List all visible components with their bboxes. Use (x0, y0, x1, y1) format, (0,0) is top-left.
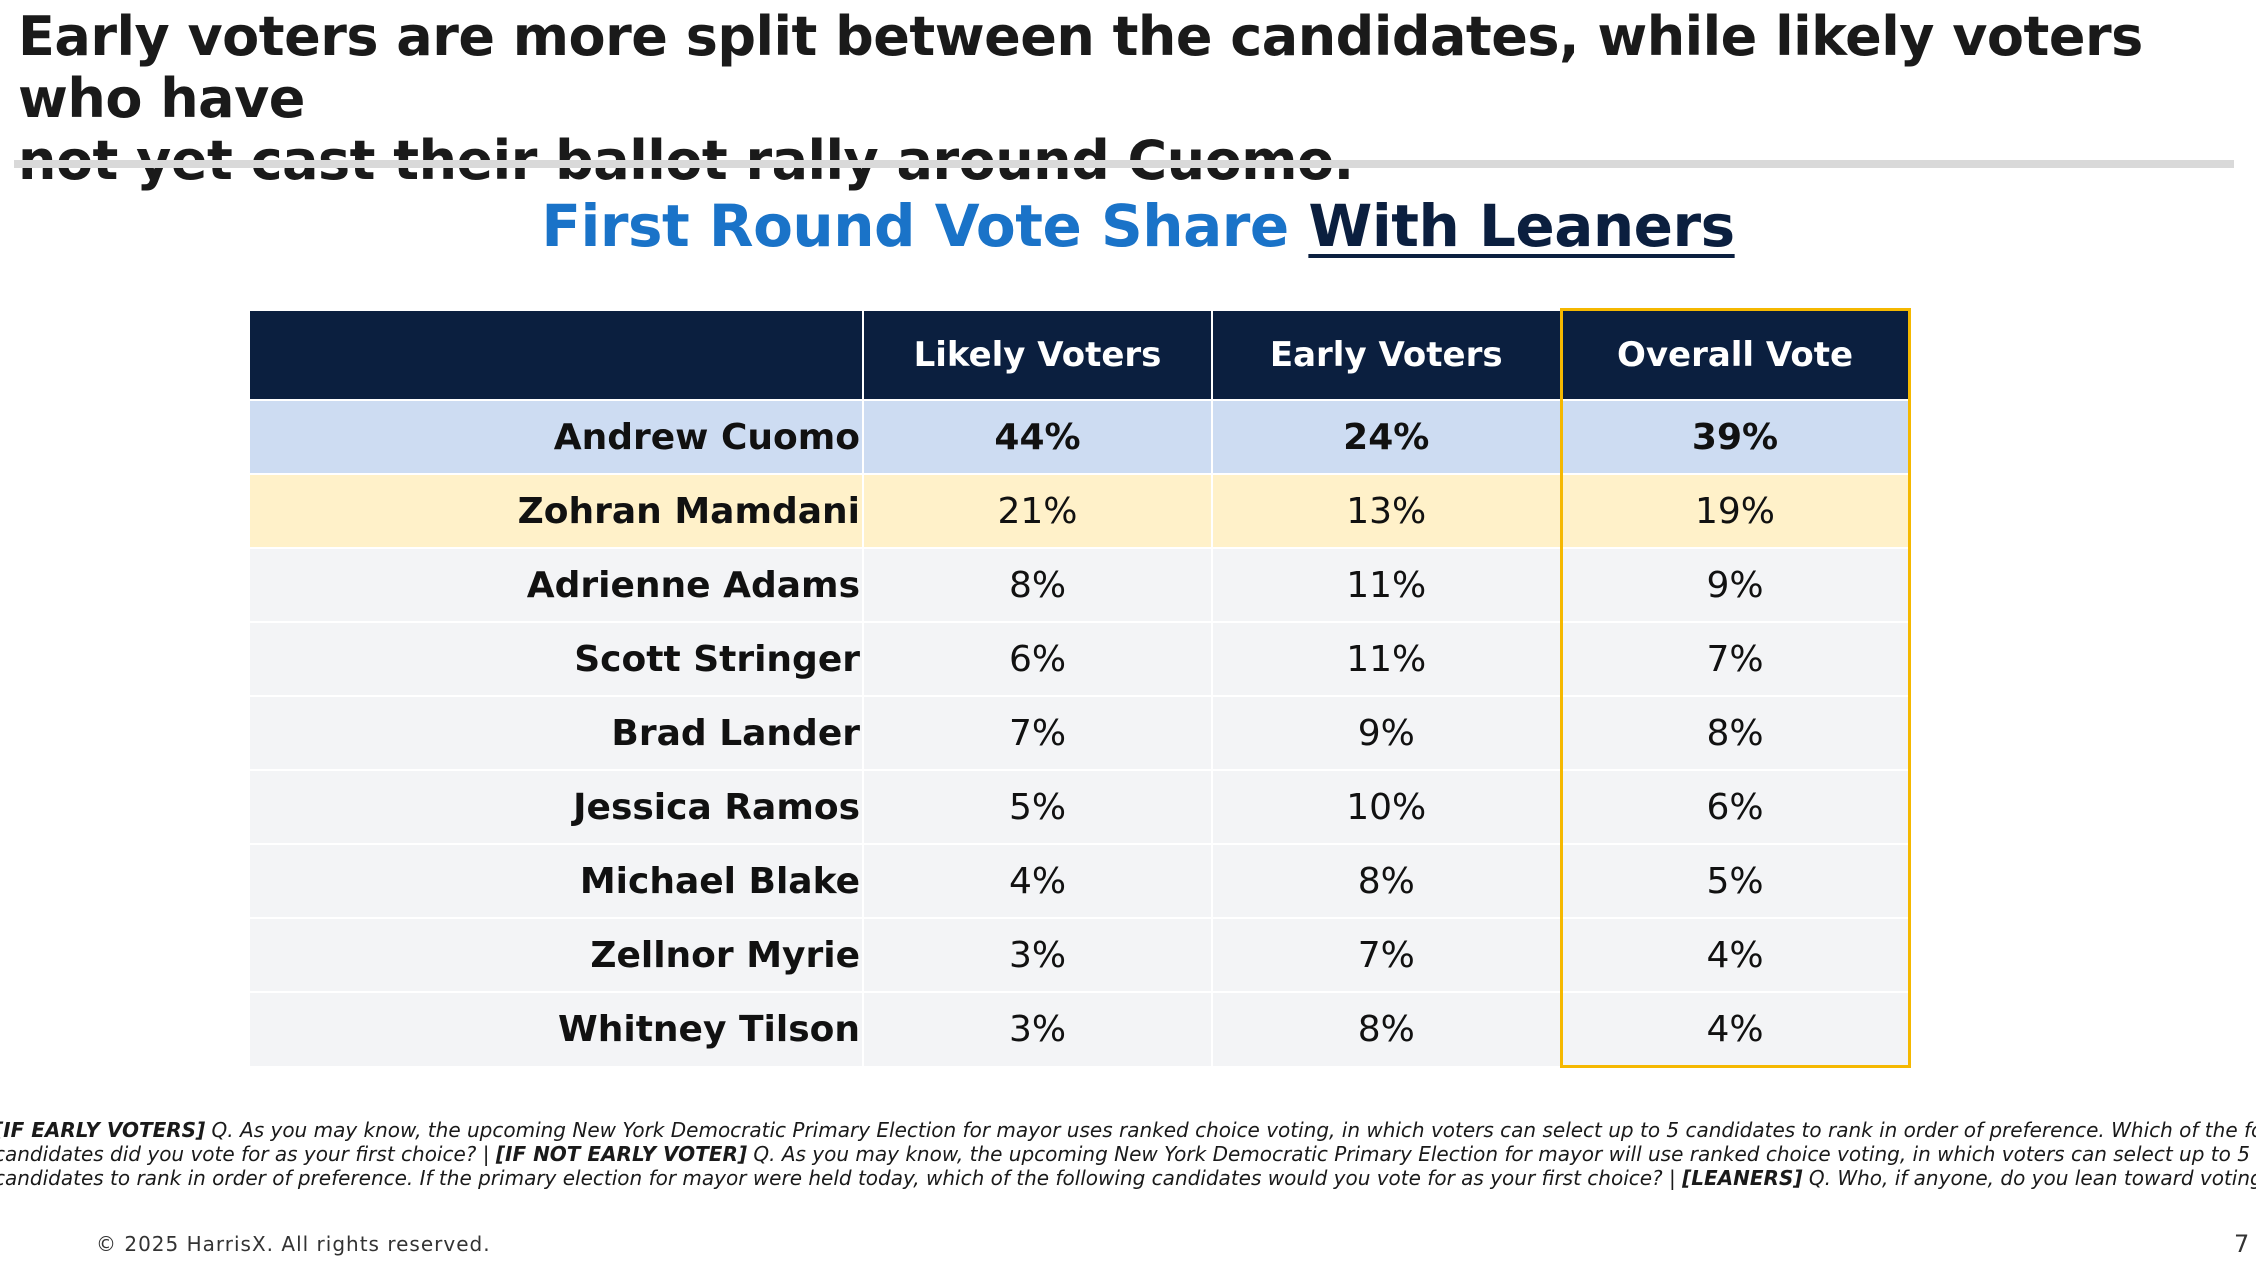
vote-share-table: Likely Voters Early Voters Overall Vote … (248, 308, 1911, 1068)
candidate-name: Michael Blake (248, 843, 864, 919)
table-row: Scott Stringer 6% 11% 7% (248, 621, 1911, 697)
table-row: Jessica Ramos 5% 10% 6% (248, 769, 1911, 845)
table-row: Brad Lander 7% 9% 8% (248, 695, 1911, 771)
cell-overall-vote: 4% (1559, 991, 1911, 1068)
cell-overall-vote: 6% (1559, 769, 1911, 845)
table-header-row: Likely Voters Early Voters Overall Vote (248, 308, 1911, 401)
cell-likely-voters: 21% (862, 473, 1213, 549)
footnote-text-1a: Q. As you may know, the upcoming New Yor… (205, 1118, 2256, 1142)
cell-early-voters: 7% (1211, 917, 1562, 993)
table-title-part1: First Round Vote Share (541, 192, 1289, 260)
table-row: Adrienne Adams 8% 11% 9% (248, 547, 1911, 623)
cell-overall-vote: 19% (1559, 473, 1911, 549)
table-title: First Round Vote Share With Leaners (0, 192, 2260, 260)
cell-likely-voters: 8% (862, 547, 1213, 623)
cell-likely-voters: 6% (862, 621, 1213, 697)
table-title-part2: With Leaners (1308, 192, 1735, 260)
footnote-tag-not-early: [IF NOT EARLY VOTER] (495, 1142, 748, 1166)
cell-early-voters: 11% (1211, 621, 1562, 697)
cell-likely-voters: 5% (862, 769, 1213, 845)
page-number: 7 (2234, 1230, 2250, 1258)
cell-overall-vote: 7% (1559, 621, 1911, 697)
table-body: Andrew Cuomo 44% 24% 39% Zohran Mamdani 21% 13… (248, 399, 1911, 1068)
candidate-name: Zellnor Myrie (248, 917, 864, 993)
table-row: Michael Blake 4% 8% 5% (248, 843, 1911, 919)
divider (14, 160, 2234, 168)
footnote-tag-early: [IF EARLY VOTERS] (0, 1118, 206, 1142)
candidate-name: Whitney Tilson (248, 991, 864, 1068)
candidate-name: Brad Lander (248, 695, 864, 771)
copyright: © 2025 HarrisX. All rights reserved. (96, 1232, 491, 1256)
cell-overall-vote: 9% (1559, 547, 1911, 623)
cell-early-voters: 11% (1211, 547, 1562, 623)
column-header-likely-voters: Likely Voters (862, 308, 1213, 401)
candidate-name: Adrienne Adams (248, 547, 864, 623)
cell-overall-vote: 8% (1559, 695, 1911, 771)
cell-early-voters: 24% (1211, 399, 1562, 475)
cell-likely-voters: 3% (862, 991, 1213, 1068)
candidate-name: Jessica Ramos (248, 769, 864, 845)
footnote-text-2b: candidates to rank in order of preferenc… (0, 1166, 1683, 1190)
cell-early-voters: 8% (1211, 843, 1562, 919)
cell-likely-voters: 3% (862, 917, 1213, 993)
cell-early-voters: 8% (1211, 991, 1562, 1068)
header-empty-cell (248, 308, 864, 401)
candidate-name: Zohran Mamdani (248, 473, 864, 549)
cell-early-voters: 9% (1211, 695, 1562, 771)
footnote: [IF EARLY VOTERS] Q. As you may know, th… (0, 1118, 2256, 1190)
table-row: Zohran Mamdani 21% 13% 19% (248, 473, 1911, 549)
cell-likely-voters: 7% (862, 695, 1213, 771)
column-header-overall-vote: Overall Vote (1559, 308, 1911, 401)
cell-early-voters: 13% (1211, 473, 1562, 549)
cell-likely-voters: 44% (862, 399, 1213, 475)
candidate-name: Andrew Cuomo (248, 399, 864, 475)
cell-overall-vote: 39% (1559, 399, 1911, 475)
candidate-name: Scott Stringer (248, 621, 864, 697)
footnote-text-3: Q. Who, if anyone, do you lean toward vo… (1808, 1166, 2256, 1190)
cell-overall-vote: 4% (1559, 917, 1911, 993)
cell-likely-voters: 4% (862, 843, 1213, 919)
cell-early-voters: 10% (1211, 769, 1562, 845)
footnote-tag-leaners: [LEANERS] (1682, 1166, 1803, 1190)
headline-line1: Early voters are more split between the … (18, 5, 2143, 130)
table-row: Whitney Tilson 3% 8% 4% (248, 991, 1911, 1068)
footnote-text-2a: Q. As you may know, the upcoming New Yor… (747, 1142, 2250, 1166)
table-row: Andrew Cuomo 44% 24% 39% (248, 399, 1911, 475)
column-header-early-voters: Early Voters (1211, 308, 1562, 401)
cell-overall-vote: 5% (1559, 843, 1911, 919)
footnote-text-1b: candidates did you vote for as your firs… (0, 1142, 496, 1166)
table-row: Zellnor Myrie 3% 7% 4% (248, 917, 1911, 993)
